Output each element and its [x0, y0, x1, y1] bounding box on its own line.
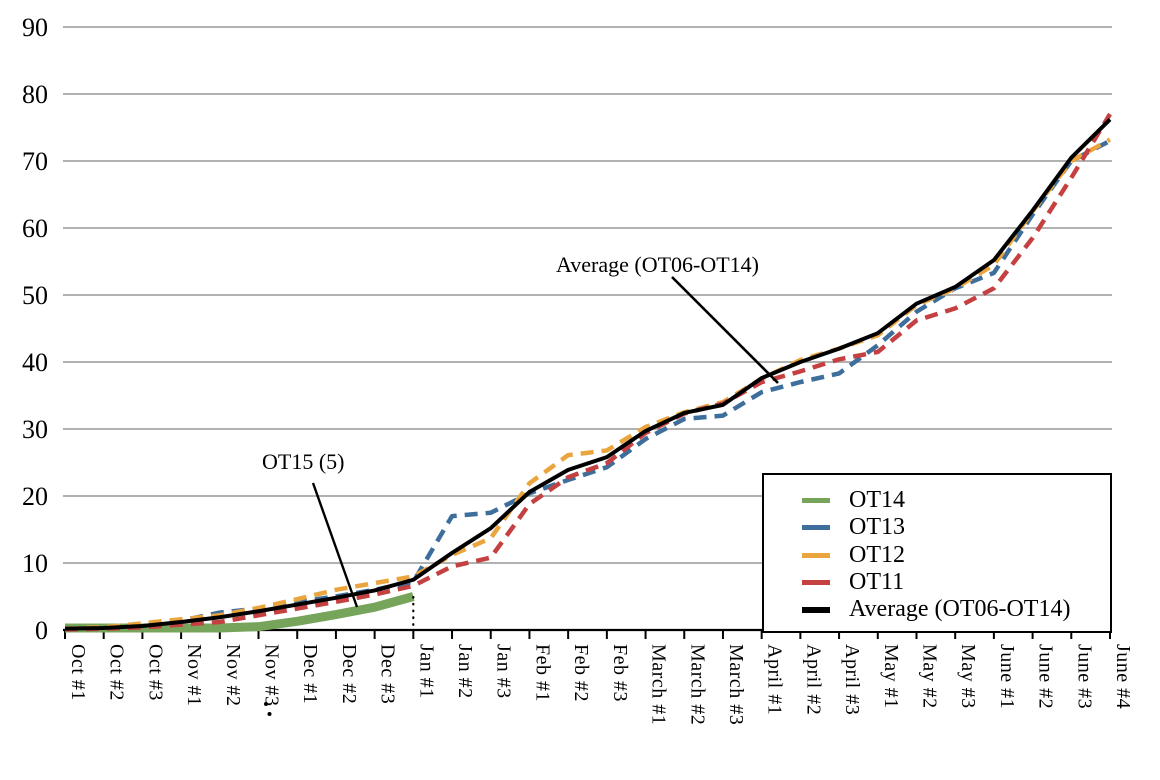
legend-item-ot12: OT12: [802, 542, 1104, 569]
ot15-callout-line: [311, 482, 359, 608]
x-axis-label: Feb #3: [609, 644, 631, 702]
y-axis-label: 50: [22, 281, 48, 310]
x-axis-label: May #1: [880, 644, 902, 709]
x-axis-label: May #2: [918, 644, 940, 709]
x-axis-label: March #2: [686, 644, 708, 725]
ot14-swatch-icon: [802, 498, 830, 503]
average-annotation-label: Average (OT06-OT14): [556, 252, 760, 277]
x-axis-label: April #2: [802, 644, 824, 715]
chart-legend: OT14 OT13 OT12 OT11 Average (OT06-OT14): [762, 473, 1112, 633]
stray-dot: [267, 712, 272, 716]
y-axis-label: 90: [22, 13, 48, 42]
x-axis-label: June #2: [1035, 644, 1057, 709]
x-axis-label: Jan #1: [415, 644, 437, 699]
x-axis-label: Dec #1: [299, 644, 321, 704]
x-axis-label: Dec #2: [338, 644, 360, 704]
ot12-swatch-icon: [802, 552, 830, 558]
y-axis-label: 70: [22, 147, 48, 176]
x-axis-label: Feb #2: [570, 644, 592, 702]
y-axis-labels: 0 10 20 30 40 50 60 70 80 90: [22, 13, 48, 645]
average-swatch-icon: [802, 606, 830, 613]
y-axis-label: 10: [22, 549, 48, 578]
x-axis-label: April #3: [841, 644, 863, 715]
legend-item-ot13: OT13: [802, 514, 1104, 541]
x-axis-labels: Oct #1 Oct #2 Oct #3 Nov #1 Nov #2 Nov #3 Dec …: [67, 644, 1134, 725]
ot15-annotation-label: OT15 (5): [262, 449, 345, 474]
x-axis-label: Oct #2: [106, 644, 128, 701]
x-axis-label: Nov #2: [222, 644, 244, 706]
legend-label: OT12: [849, 541, 905, 568]
y-axis-label: 20: [22, 482, 48, 511]
series-lines: [64, 112, 1112, 633]
x-axis-label: March #3: [725, 644, 747, 725]
series-line-ot12: [64, 137, 1112, 631]
gridlines: [63, 26, 1112, 564]
x-axis-label: June #4: [1112, 644, 1134, 709]
stray-dot: [264, 702, 268, 706]
y-axis-label: 30: [22, 415, 48, 444]
legend-label: OT11: [849, 568, 905, 595]
x-axis-label: March #1: [648, 644, 670, 725]
x-axis-label: Dec #3: [377, 644, 399, 704]
x-axis-label: April #1: [764, 644, 786, 715]
legend-label: OT13: [849, 514, 905, 541]
legend-item-ot11: OT11: [802, 569, 1104, 596]
legend-label: Average (OT06-OT14): [849, 596, 1071, 622]
x-axis-label: Feb #1: [531, 644, 553, 702]
x-axis-label: Jan #2: [454, 644, 476, 699]
y-axis-label: 40: [22, 348, 48, 377]
x-axis-label: Oct #1: [67, 644, 89, 701]
legend-label: OT14: [849, 487, 905, 513]
legend-item-average: Average (OT06-OT14): [802, 596, 1104, 623]
x-axis-label: Oct #3: [144, 644, 166, 701]
x-axis-label: June #1: [996, 644, 1018, 709]
ot11-swatch-icon: [802, 579, 830, 585]
y-axis-label: 80: [22, 80, 48, 109]
x-axis-label: Jan #3: [493, 644, 515, 699]
legend-item-ot14: OT14: [802, 487, 1104, 514]
series-line-ot11: [64, 112, 1112, 632]
average-callout-line: [671, 276, 779, 384]
ot13-swatch-icon: [802, 525, 830, 531]
series-line-average-ot06-ot14: [64, 118, 1112, 631]
x-axis-label: Nov #1: [183, 644, 205, 706]
x-axis-label: June #3: [1073, 644, 1095, 709]
y-axis-label: 0: [35, 616, 48, 645]
x-axis-label: Nov #3: [261, 644, 283, 706]
y-axis-label: 60: [22, 214, 48, 243]
x-axis-label: May #3: [957, 644, 979, 709]
